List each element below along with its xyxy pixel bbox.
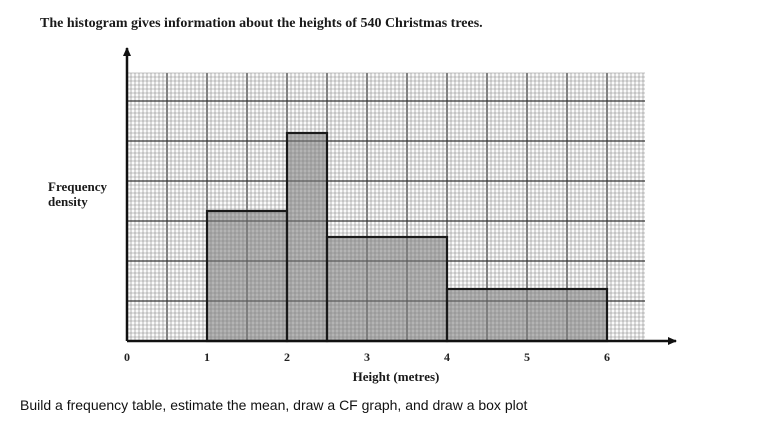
histogram-bar: [285, 131, 329, 343]
histogram-bar: [205, 209, 289, 343]
y-axis-label-line-1: Frequency: [48, 179, 107, 194]
problem-statement: The histogram gives information about th…: [40, 16, 483, 31]
x-tick-label: 2: [284, 350, 290, 364]
histogram-bar: [325, 235, 449, 343]
x-tick-label: 6: [604, 350, 610, 364]
x-axis-label: Height (metres): [353, 369, 440, 384]
y-axis-label: Frequency density: [48, 179, 128, 209]
bars: [205, 131, 609, 343]
x-tick-label: 3: [364, 350, 370, 364]
x-tick-label: 1: [204, 350, 210, 364]
y-axis-label-line-2: density: [48, 194, 88, 209]
x-tick-label: 0: [124, 350, 130, 364]
histogram-bar: [445, 287, 609, 343]
x-tick-labels: 0 1 2 3 4 5 6: [124, 350, 610, 364]
question-text: Build a frequency table, estimate the me…: [20, 397, 528, 413]
x-tick-label: 5: [524, 350, 530, 364]
x-tick-label: 4: [444, 350, 450, 364]
